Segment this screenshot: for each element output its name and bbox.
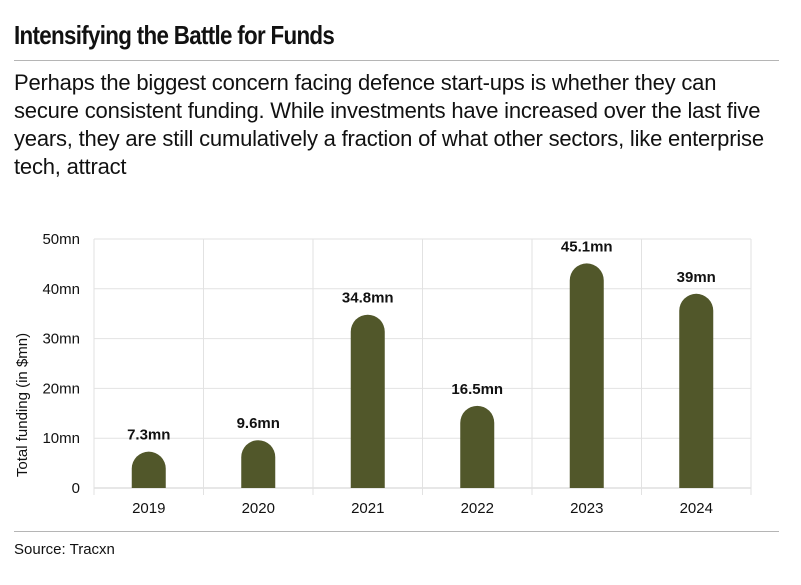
y-tick-label: 40mn (42, 281, 80, 298)
bar-data-label: 9.6mn (237, 415, 280, 432)
x-tick-label: 2020 (242, 500, 275, 517)
title-divider (14, 60, 779, 61)
chart-title: Intensifying the Battle for Funds (14, 20, 335, 50)
y-tick-label: 10mn (42, 430, 80, 447)
x-tick-label: 2019 (132, 500, 165, 517)
y-tick-label: 50mn (42, 231, 80, 248)
y-tick-label: 20mn (42, 380, 80, 397)
y-axis-ticks: 0 10mn 20mn 30mn 40mn 50mn (42, 231, 80, 497)
x-tick-label: 2024 (680, 500, 713, 517)
bar (131, 451, 166, 488)
x-tick-label: 2023 (570, 500, 603, 517)
bar (569, 263, 604, 488)
chart-subtitle: Perhaps the biggest concern facing defen… (14, 70, 764, 179)
bar-chart: 0 10mn 20mn 30mn 40mn 50mn 7.3mn 9.6mn 34.8mn 16… (14, 231, 752, 517)
bar (241, 440, 276, 488)
y-axis-label: Total funding (in $mn) (14, 333, 31, 477)
bar (460, 405, 495, 488)
bars (131, 263, 714, 488)
bar-data-label: 39mn (677, 269, 716, 286)
x-axis-ticks: 2019 2020 2021 2022 2023 2024 (132, 500, 713, 517)
bar-data-label: 34.8mn (342, 290, 394, 307)
bar (350, 314, 385, 488)
source-divider (14, 531, 779, 532)
bar (679, 293, 714, 488)
y-tick-label: 30mn (42, 331, 80, 348)
bar-data-label: 7.3mn (127, 427, 170, 444)
source-note: Source: Tracxn (14, 541, 115, 558)
bar-data-label: 45.1mn (561, 238, 613, 255)
x-tick-label: 2021 (351, 500, 384, 517)
grid-lines (93, 238, 752, 495)
data-labels: 7.3mn 9.6mn 34.8mn 16.5mn 45.1mn 39mn (127, 238, 716, 443)
x-tick-label: 2022 (461, 500, 494, 517)
bar-data-label: 16.5mn (451, 381, 503, 398)
y-tick-label: 0 (72, 480, 80, 497)
